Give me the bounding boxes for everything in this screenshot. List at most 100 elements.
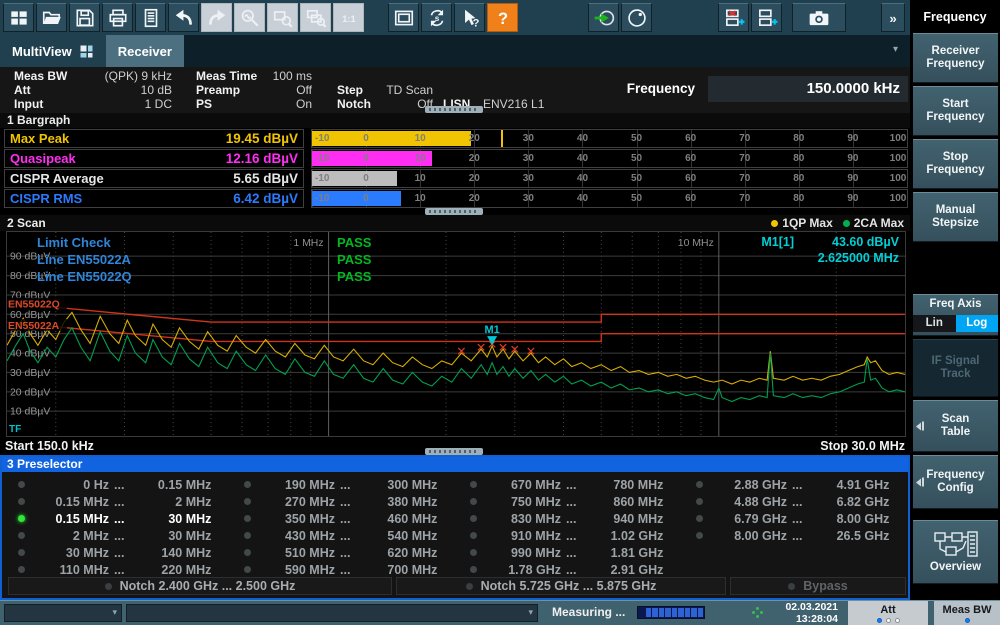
tab-receiver[interactable]: Receiver — [105, 35, 184, 67]
level-bar — [312, 171, 397, 186]
add-window-button[interactable] — [751, 3, 782, 32]
preselector-range[interactable]: 4.88 GHz... 6.82 GHz — [690, 493, 889, 510]
preselector-range[interactable]: 30 MHz... 140 MHz — [12, 544, 211, 561]
softkey-frequency-config[interactable]: Frequency Config — [913, 455, 998, 509]
report-button[interactable] — [135, 3, 166, 32]
marker-m1[interactable] — [487, 336, 498, 346]
softkey-stop-frequency[interactable]: Stop Frequency — [913, 139, 998, 189]
preselector-range[interactable]: 2 MHz... 30 MHz — [12, 527, 211, 544]
dialog-arrow-icon — [916, 477, 924, 487]
tab-list-caret[interactable]: ▾ — [892, 44, 898, 55]
tab-bar: MultiView Receiver ▾ — [0, 35, 910, 67]
softkey-start-frequency[interactable]: Start Frequency — [913, 86, 998, 136]
frequency-value[interactable]: 150.0000 kHz — [708, 76, 908, 102]
preselector-bypass[interactable]: Bypass — [730, 577, 906, 595]
preselector-range[interactable]: 590 MHz... 700 MHz — [238, 561, 437, 578]
save-button[interactable] — [69, 3, 100, 32]
window-splitter[interactable] — [425, 208, 483, 215]
softkey-manual-stepsize[interactable]: Manual Stepsize — [913, 192, 998, 242]
preselector-range[interactable]: 8.00 GHz... 26.5 GHz — [690, 527, 889, 544]
print-button[interactable] — [102, 3, 133, 32]
sync-button[interactable]: s — [421, 3, 452, 32]
measuring-status: Measuring ... — [552, 605, 626, 619]
softkey-scan-table[interactable]: Scan Table — [913, 400, 998, 452]
preselector-range[interactable]: 0.15 MHz... 30 MHz — [12, 510, 211, 527]
measbw-label: Meas BW — [942, 603, 992, 616]
preselector-range[interactable]: 830 MHz... 940 MHz — [464, 510, 663, 527]
print-icon — [108, 8, 127, 27]
scan-window-title[interactable]: 2 Scan — [7, 215, 46, 230]
setting-value[interactable]: 10 dB — [140, 83, 172, 97]
close-window-button[interactable] — [718, 3, 749, 32]
preselector-range[interactable]: 0.15 MHz... 2 MHz — [12, 493, 211, 510]
preselector-range[interactable]: 2.88 GHz... 4.91 GHz — [690, 476, 889, 493]
window-splitter[interactable] — [425, 106, 483, 113]
tab-multiview[interactable]: MultiView — [0, 35, 106, 67]
preselector-range[interactable]: 670 MHz... 780 MHz — [464, 476, 663, 493]
preselector-window-title[interactable]: 3 Preselector — [2, 457, 908, 472]
screenshot-button[interactable] — [792, 3, 846, 32]
status-dropdown-1[interactable]: ▾ — [4, 604, 122, 622]
setting-value[interactable]: Off — [296, 83, 312, 97]
att-status-key[interactable]: Att — [848, 601, 928, 625]
preselector-range[interactable]: 6.79 GHz... 8.00 GHz — [690, 510, 889, 527]
marker-readout: M1[1] 43.60 dBµV 2.625000 MHz — [761, 234, 899, 266]
overview-icon — [933, 531, 978, 557]
bargraph-scale: -10 0 10 20 30 40 50 60 70 80 90 100 — [311, 149, 908, 168]
date: 02.03.2021 — [785, 601, 838, 613]
softkey-label: Receiver Frequency — [926, 45, 985, 70]
led-on-icon — [18, 515, 25, 522]
softkey-label: Manual Stepsize — [932, 204, 979, 229]
frequency-label: Frequency — [626, 81, 695, 96]
preselector-range[interactable]: 750 MHz... 860 MHz — [464, 493, 663, 510]
window-splitter[interactable] — [425, 448, 483, 455]
preselector-range[interactable]: 990 MHz... 1.81 GHz — [464, 544, 663, 561]
preselector-range[interactable]: 270 MHz... 380 MHz — [238, 493, 437, 510]
measurement-progress-bar — [637, 606, 705, 619]
setting-value[interactable]: ENV216 L1 — [483, 97, 545, 111]
att-dots — [876, 617, 900, 623]
detector-value: 6.42 dBµV — [233, 191, 298, 206]
detector-label: CISPR RMS — [10, 191, 83, 206]
freq-axis-lin-option[interactable]: Lin — [913, 315, 956, 332]
softkey-menu-title: Frequency — [923, 9, 987, 24]
preselector-range[interactable]: 910 MHz... 1.02 GHz — [464, 527, 663, 544]
zoom-1to1-button: 1:1 — [333, 3, 364, 32]
help-button[interactable]: ? — [487, 3, 518, 32]
preselector-notch-1[interactable]: Notch 5.725 GHz ... 5.875 GHz — [396, 577, 726, 595]
setting-value[interactable]: 100 ms — [272, 69, 312, 83]
freq-axis-log-option[interactable]: Log — [955, 315, 998, 332]
display-update-button[interactable] — [388, 3, 419, 32]
setting-value[interactable]: On — [295, 97, 312, 111]
open-file-button[interactable] — [36, 3, 67, 32]
softkey-freq-axis[interactable]: Freq Axis Lin Log — [913, 294, 998, 336]
detector-value: 19.45 dBµV — [225, 131, 298, 146]
preselector-range[interactable]: 430 MHz... 540 MHz — [238, 527, 437, 544]
setting-value[interactable]: TD Scan — [386, 83, 433, 97]
more-tools-button[interactable]: » — [881, 3, 905, 32]
bargraph-window-title[interactable]: 1 Bargraph — [0, 113, 910, 128]
setting-label: Notch — [337, 97, 371, 111]
windows-button[interactable] — [3, 3, 34, 32]
setting-label: PS — [196, 97, 213, 111]
preselector-range[interactable]: 510 MHz... 620 MHz — [238, 544, 437, 561]
context-help-cursor-button[interactable]: ? — [454, 3, 485, 32]
preselector-range[interactable]: 110 MHz... 220 MHz — [12, 561, 211, 578]
svg-text:»: » — [889, 10, 896, 25]
signal-input-button[interactable] — [588, 3, 619, 32]
softkey-receiver-frequency[interactable]: Receiver Frequency — [913, 33, 998, 83]
softkey-label: Freq Axis — [929, 298, 982, 310]
undo-button[interactable] — [168, 3, 199, 32]
status-dropdown-2[interactable]: ▾ — [126, 604, 538, 622]
softkey-overview[interactable]: Overview — [913, 520, 998, 584]
preselector-range[interactable]: 190 MHz... 300 MHz — [238, 476, 437, 493]
preselector-range[interactable]: 350 MHz... 460 MHz — [238, 510, 437, 527]
preselector-notch-0[interactable]: Notch 2.400 GHz ... 2.500 GHz — [8, 577, 392, 595]
measbw-status-key[interactable]: Meas BW — [934, 601, 1000, 625]
preselector-range[interactable]: 0 Hz... 0.15 MHz — [12, 476, 211, 493]
led-off-icon — [18, 481, 25, 488]
setting-value[interactable]: (QPK) 9 kHz — [104, 69, 172, 83]
setting-value[interactable]: 1 DC — [144, 97, 172, 111]
preselector-range[interactable]: 1.78 GHz... 2.91 GHz — [464, 561, 663, 578]
rotary-knob-button[interactable] — [621, 3, 652, 32]
